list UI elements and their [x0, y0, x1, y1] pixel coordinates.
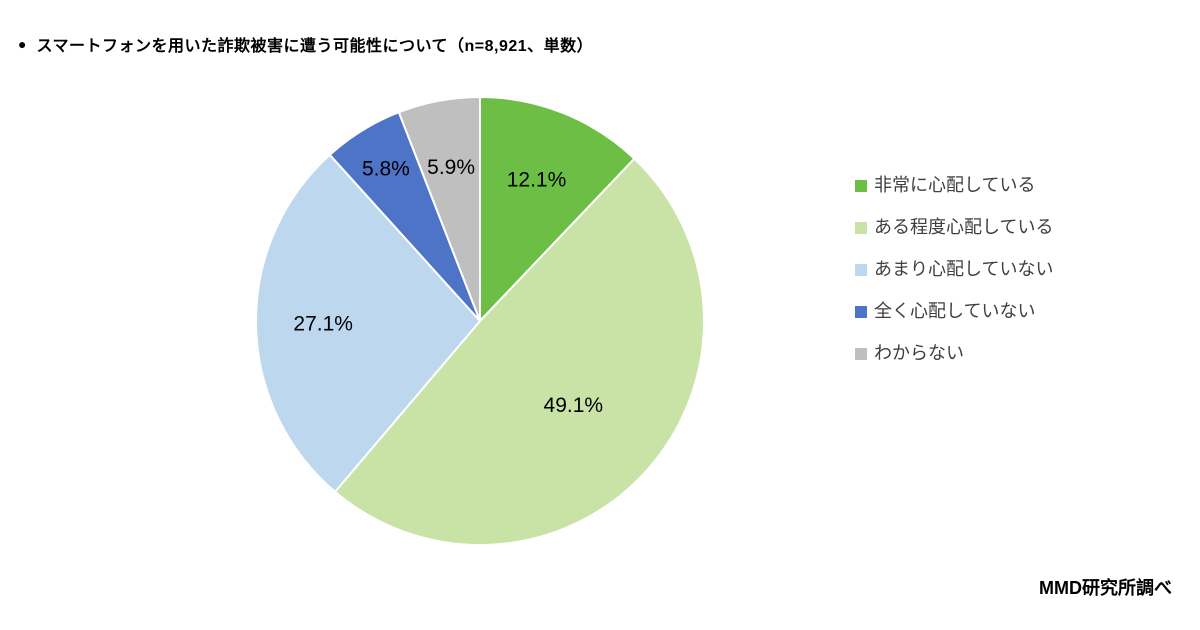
pie-slice-4: [397, 96, 481, 322]
pie-value-label-4: 5.9%: [427, 156, 475, 179]
source-note: MMD研究所調べ: [1039, 578, 1172, 598]
pie-slice-0: [479, 96, 636, 322]
pie-value-label-0: 12.1%: [507, 169, 567, 192]
legend-item-2: あまり心配していない: [855, 260, 1053, 279]
legend-label-0: 非常に心配している: [874, 175, 1036, 195]
legend-swatch-icon-0: [855, 179, 867, 192]
legend: 非常に心配している ある程度心配している あまり心配していない 全く心配していない わか…: [855, 176, 1053, 386]
pie-value-label-2: 27.1%: [293, 313, 353, 336]
legend-swatch-icon-4: [855, 347, 867, 360]
chart-title-row: ● スマートフォンを用いた詐欺被害に遭う可能性について（n=8,921、単数）: [18, 32, 593, 56]
legend-swatch-icon-1: [855, 221, 867, 234]
legend-label-4: わからない: [874, 343, 964, 363]
legend-label-3: 全く心配していない: [874, 301, 1036, 321]
pie-value-label-1: 49.1%: [544, 394, 604, 417]
pie-slice-1: [334, 157, 705, 546]
legend-item-0: 非常に心配している: [855, 176, 1053, 195]
legend-item-1: ある程度心配している: [855, 218, 1053, 237]
pie-slice-2: [255, 153, 481, 493]
pie-chart: 12.1% 49.1% 27.1% 5.8% 5.9%: [255, 96, 705, 546]
chart-title: スマートフォンを用いた詐欺被害に遭う可能性について（n=8,921、単数）: [36, 38, 594, 55]
legend-label-2: あまり心配していない: [874, 259, 1054, 279]
bullet-icon: ●: [18, 36, 27, 52]
legend-item-3: 全く心配していない: [855, 302, 1053, 321]
legend-item-4: わからない: [855, 344, 1053, 363]
legend-label-1: ある程度心配している: [874, 217, 1054, 237]
legend-swatch-icon-2: [855, 263, 867, 276]
pie-value-label-3: 5.8%: [362, 158, 410, 181]
legend-swatch-icon-3: [855, 305, 867, 318]
